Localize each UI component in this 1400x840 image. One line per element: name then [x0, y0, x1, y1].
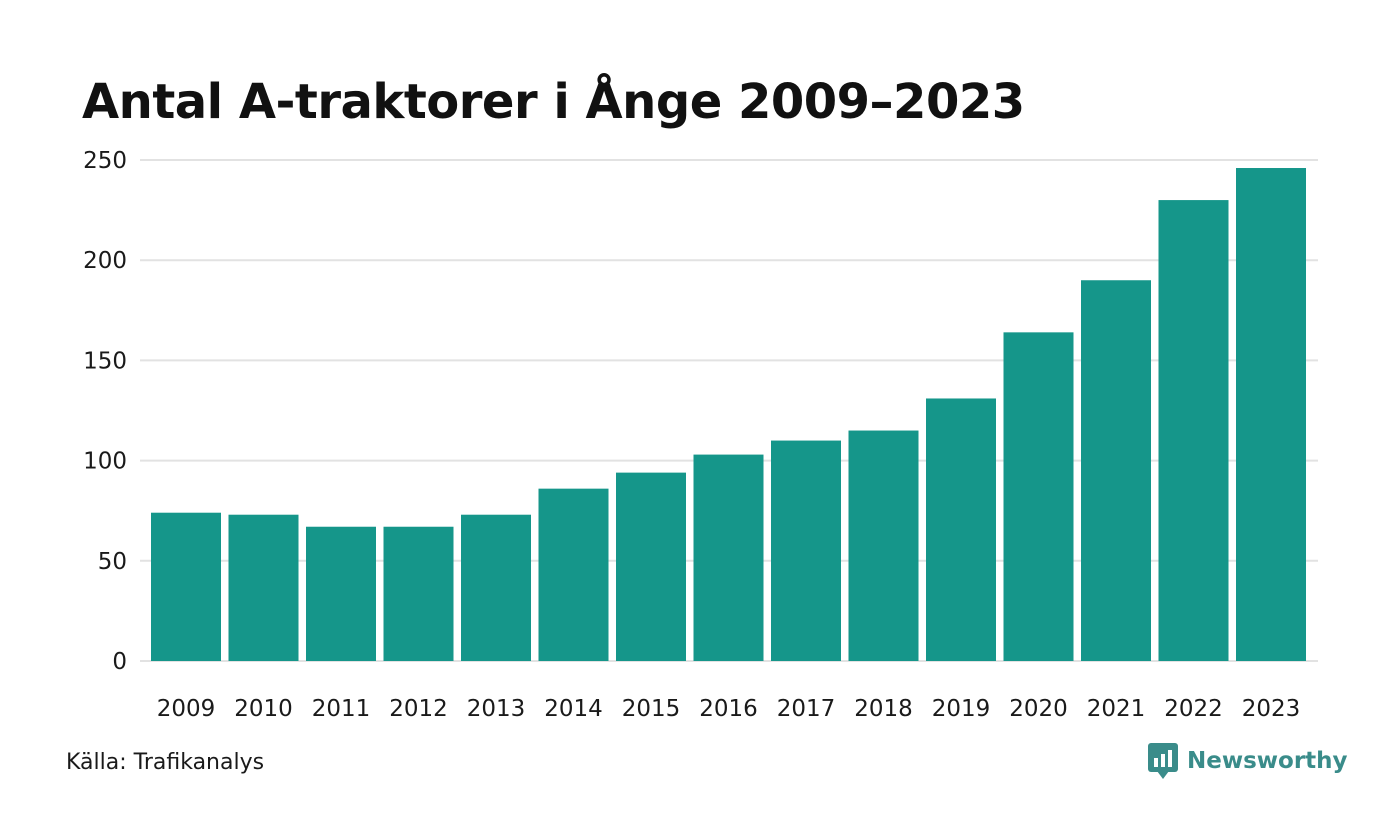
bar-2012 — [383, 526, 454, 661]
x-tick-label: 2020 — [1009, 696, 1068, 722]
x-tick-label: 2019 — [932, 696, 991, 722]
bar-2011 — [306, 526, 376, 661]
x-tick-label: 2010 — [234, 696, 293, 722]
y-tick-label: 0 — [112, 649, 127, 675]
x-tick-label: 2015 — [622, 696, 681, 722]
bar-2020 — [1003, 332, 1074, 661]
bar-2022 — [1158, 200, 1229, 661]
x-tick-label: 2012 — [389, 696, 448, 722]
x-tick-label: 2009 — [157, 696, 216, 722]
bar-2009 — [151, 512, 221, 661]
x-tick-label: 2013 — [467, 696, 526, 722]
x-tick-label: 2021 — [1087, 696, 1146, 722]
bar-2013 — [461, 514, 531, 661]
chart-title: Antal A-traktorer i Ånge 2009–2023 — [82, 74, 1025, 130]
x-tick-label: 2017 — [777, 696, 836, 722]
bar-2015 — [616, 472, 686, 661]
x-tick-label: 2022 — [1164, 696, 1223, 722]
bar-2018 — [848, 430, 919, 661]
source-note: Källa: Trafikanalys — [66, 750, 265, 775]
y-tick-label: 200 — [83, 248, 127, 274]
bar-2014 — [538, 488, 609, 661]
x-tick-label: 2011 — [312, 696, 371, 722]
bar-2021 — [1081, 280, 1151, 661]
bar-2017 — [771, 440, 841, 661]
y-axis-labels: 0 50 100 150 200 250 — [83, 148, 127, 675]
y-tick-label: 250 — [83, 148, 127, 174]
y-tick-label: 150 — [83, 348, 127, 374]
x-tick-label: 2023 — [1242, 696, 1301, 722]
bar-2019 — [926, 398, 996, 661]
newsworthy-logo-icon — [1148, 743, 1178, 779]
x-tick-label: 2014 — [544, 696, 603, 722]
y-tick-label: 50 — [98, 549, 127, 575]
bars — [151, 168, 1306, 662]
bar-2023 — [1236, 168, 1306, 662]
logo-text: Newsworthy — [1187, 748, 1348, 774]
bar-2016 — [693, 454, 764, 661]
newsworthy-logo: Newsworthy — [1148, 743, 1348, 779]
x-tick-label: 2016 — [699, 696, 758, 722]
y-tick-label: 100 — [83, 449, 127, 475]
bar-2010 — [228, 514, 299, 661]
x-tick-label: 2018 — [854, 696, 913, 722]
x-axis-labels: 2009 2010 2011 2012 2013 2014 2015 2016 2017 2018… — [157, 696, 1301, 722]
